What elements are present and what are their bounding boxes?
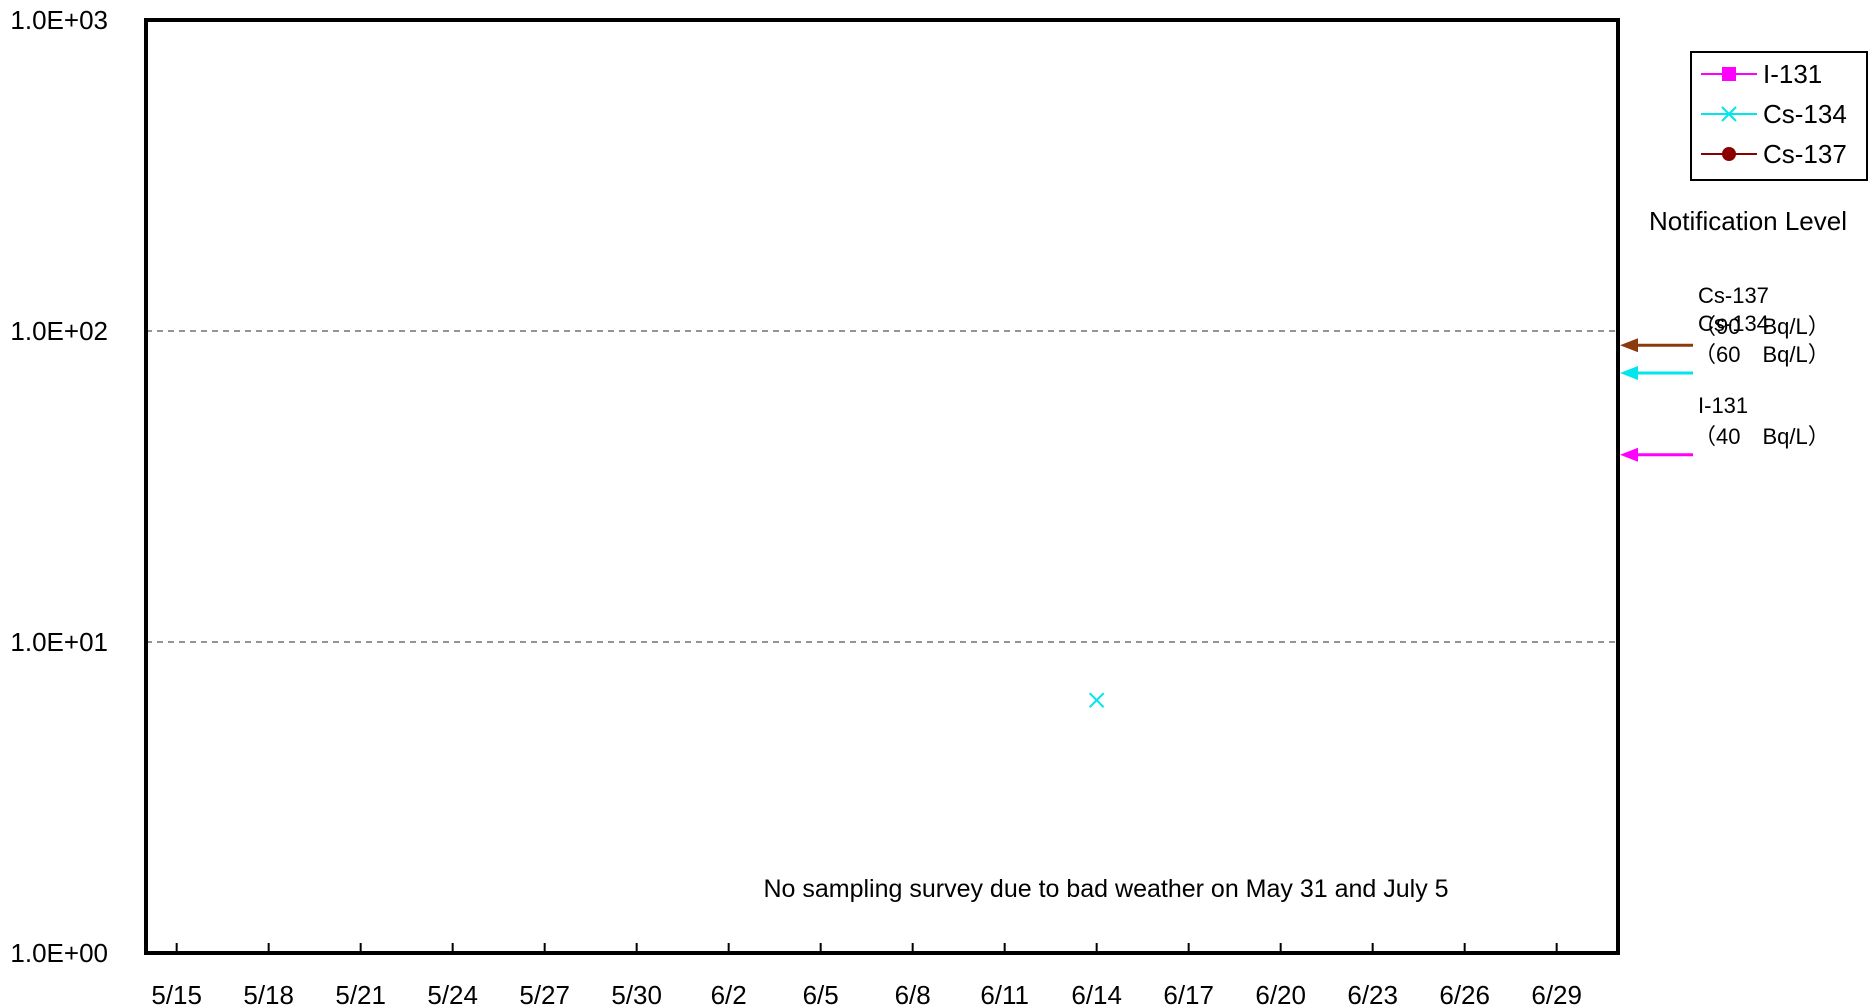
gridlines	[146, 330, 1618, 643]
x-tick-label: 5/27	[519, 980, 570, 1007]
y-tick-label: 1.0E+02	[10, 316, 108, 346]
x-axis-tick-labels: 5/15 5/18 5/21 5/24 5/27 5/30 6/2 6/5 6/8 6/11 6/1…	[151, 943, 1582, 1007]
legend-label: Cs-134	[1763, 99, 1847, 129]
y-tick-label: 1.0E+00	[10, 938, 108, 968]
annotation-no-sampling: No sampling survey due to bad weather on…	[763, 875, 1448, 903]
notification-level-Cs-134: Cs-134 （60 Bq/L）	[1620, 311, 1830, 380]
x-tick-label: 6/20	[1255, 980, 1306, 1007]
x-tick-label: 6/26	[1439, 980, 1490, 1007]
notification-level-title: Notification Level	[1649, 206, 1847, 236]
legend-marker	[1721, 106, 1737, 122]
x-tick-label: 5/18	[243, 980, 294, 1007]
legend-entry-Cs-137: Cs-137	[1701, 139, 1847, 169]
x-tick-label: 5/24	[427, 980, 478, 1007]
notification-arrow-head	[1620, 338, 1638, 353]
notification-nuclide-label: I-131	[1698, 393, 1748, 418]
x-tick-label: 6/5	[803, 980, 839, 1007]
data-point-Cs-134	[1088, 692, 1105, 708]
x-tick-label: 6/11	[980, 980, 1029, 1007]
legend: I-131 Cs-134 Cs-137	[1690, 51, 1868, 181]
legend-label: Cs-137	[1763, 139, 1847, 169]
legend-entry-Cs-134: Cs-134	[1701, 99, 1847, 129]
notification-nuclide-label: Cs-134	[1698, 311, 1769, 336]
legend-label: I-131	[1763, 59, 1822, 89]
x-tick-label: 5/21	[335, 980, 386, 1007]
notification-level-I-131: I-131 （40 Bq/L）	[1620, 393, 1830, 462]
y-tick-label: 1.0E+01	[10, 627, 108, 657]
x-tick-label: 6/2	[711, 980, 747, 1007]
x-tick-label: 5/15	[151, 980, 202, 1007]
notification-value-label: （40 Bq/L）	[1694, 424, 1830, 449]
y-tick-label: 1.0E+03	[10, 5, 108, 35]
x-tick-label: 6/29	[1531, 980, 1582, 1007]
notification-value-label: （60 Bq/L）	[1694, 342, 1830, 367]
notification-value-label: （90 Bq/L）	[1694, 314, 1830, 339]
legend-marker	[1722, 147, 1736, 161]
notification-arrow-head	[1620, 447, 1638, 462]
legend-marker	[1722, 67, 1736, 81]
x-tick-label: 5/30	[611, 980, 662, 1007]
notification-level-Cs-137: Cs-137 （90 Bq/L）	[1620, 283, 1830, 353]
data-marks	[1088, 692, 1105, 708]
x-tick-label: 6/17	[1163, 980, 1214, 1007]
data-point-stroke	[1088, 692, 1105, 708]
y-axis-tick-labels: 1.0E+00 1.0E+01 1.0E+02 1.0E+03	[10, 5, 108, 968]
legend-entry-I-131: I-131	[1701, 59, 1822, 89]
notification-arrow-head	[1620, 365, 1638, 380]
x-tick-label: 6/14	[1071, 980, 1122, 1007]
legend-box	[1690, 51, 1868, 181]
notification-nuclide-label: Cs-137	[1698, 283, 1769, 308]
x-tick-label: 6/23	[1347, 980, 1398, 1007]
plot-frame	[144, 18, 1620, 955]
notification-levels: Cs-137 （90 Bq/L）Cs-134 （60 Bq/L） I-131 （40 B…	[1620, 283, 1830, 462]
x-tick-label: 6/8	[895, 980, 931, 1007]
